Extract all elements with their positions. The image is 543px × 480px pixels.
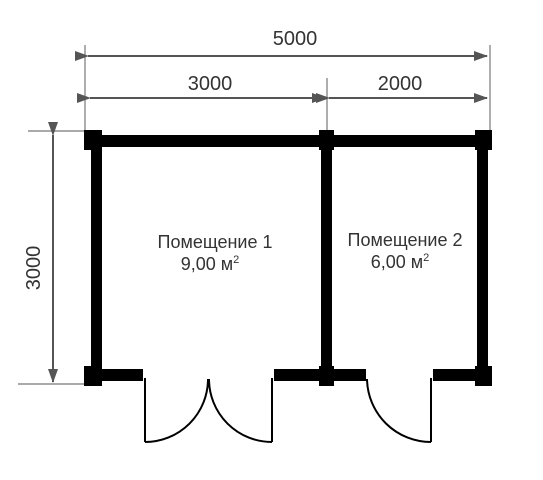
single-door-room-2	[366, 378, 432, 443]
post-bottom-mid	[319, 366, 334, 386]
wall-bottom-left	[91, 369, 143, 381]
room-2-area: 6,00 м2	[371, 252, 430, 272]
room-2-area-value: 6,00 м	[371, 252, 423, 272]
wall-bottom-right	[433, 369, 488, 381]
dimension-lines	[48, 51, 488, 383]
room-1-area-sup: 2	[233, 254, 239, 266]
walls	[84, 130, 492, 386]
wall-top	[84, 135, 492, 147]
room-2-area-sup: 2	[423, 252, 429, 264]
door-swing-right	[208, 378, 273, 443]
dim-label-right: 2000	[378, 73, 423, 95]
door-swing	[366, 378, 432, 443]
extension-lines	[18, 45, 491, 385]
post-top-mid	[319, 130, 334, 150]
post-top-left	[84, 130, 102, 150]
dim-label-total: 5000	[273, 28, 318, 50]
dim-label-left: 3000	[188, 73, 233, 95]
door-swing-left	[144, 378, 209, 443]
dim-label-height: 3000	[23, 246, 45, 291]
post-bottom-left	[84, 366, 102, 386]
room-1-name: Помещение 1	[158, 232, 273, 252]
wall-right	[477, 135, 488, 384]
doors	[144, 378, 432, 443]
room-2-name: Помещение 2	[348, 230, 463, 250]
wall-left	[91, 135, 102, 384]
double-door-room-1	[144, 378, 273, 443]
post-top-right	[475, 130, 492, 150]
post-bottom-right	[475, 366, 492, 386]
room-1-area-value: 9,00 м	[181, 254, 233, 274]
wall-partition	[321, 135, 332, 384]
room-1-area: 9,00 м2	[181, 254, 240, 274]
